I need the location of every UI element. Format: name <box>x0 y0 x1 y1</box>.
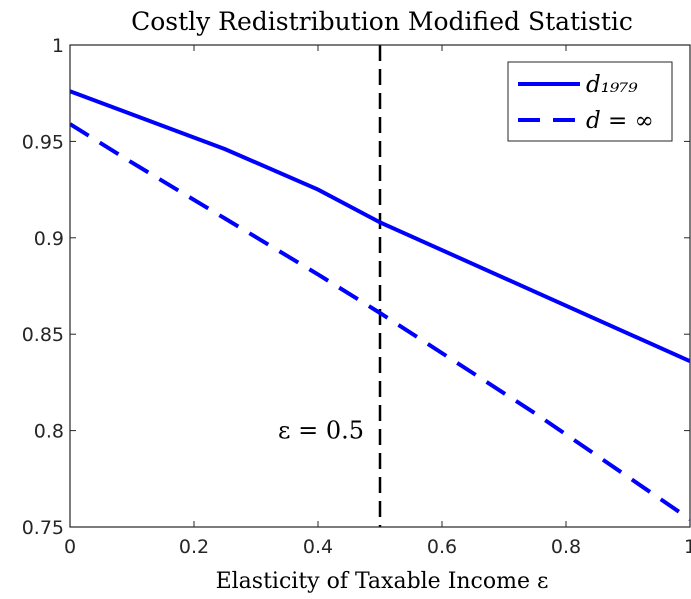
y-tick-label: 0.9 <box>34 228 64 250</box>
legend <box>507 61 673 142</box>
x-tick-label: 0.6 <box>427 536 457 558</box>
series-line <box>70 89 690 364</box>
y-tick-label: 0.95 <box>22 131 64 153</box>
x-tick-label: 1 <box>684 536 691 558</box>
chart-title: Costly Redistribution Modified Statistic <box>131 7 633 36</box>
y-tick-label: 0.85 <box>22 324 64 346</box>
y-tick-label: 0.75 <box>22 517 64 539</box>
axes-box <box>69 44 691 528</box>
x-tick-label: 0 <box>64 536 76 558</box>
annotation: ε = 0.5 <box>278 417 364 445</box>
y-tick-label: 1 <box>52 35 64 57</box>
legend-label: d = ∞ <box>586 108 654 134</box>
x-tick-label: 0.4 <box>303 536 333 558</box>
x-tick-label: 0.8 <box>551 536 581 558</box>
x-tick-label: 0.2 <box>179 536 209 558</box>
legend-label: d₁₉₇₉ <box>586 72 638 98</box>
plot-clip <box>70 45 690 527</box>
series-line <box>70 122 690 521</box>
y-tick-label: 0.8 <box>34 421 64 443</box>
x-axis-label: Elasticity of Taxable Income ε <box>216 569 549 594</box>
